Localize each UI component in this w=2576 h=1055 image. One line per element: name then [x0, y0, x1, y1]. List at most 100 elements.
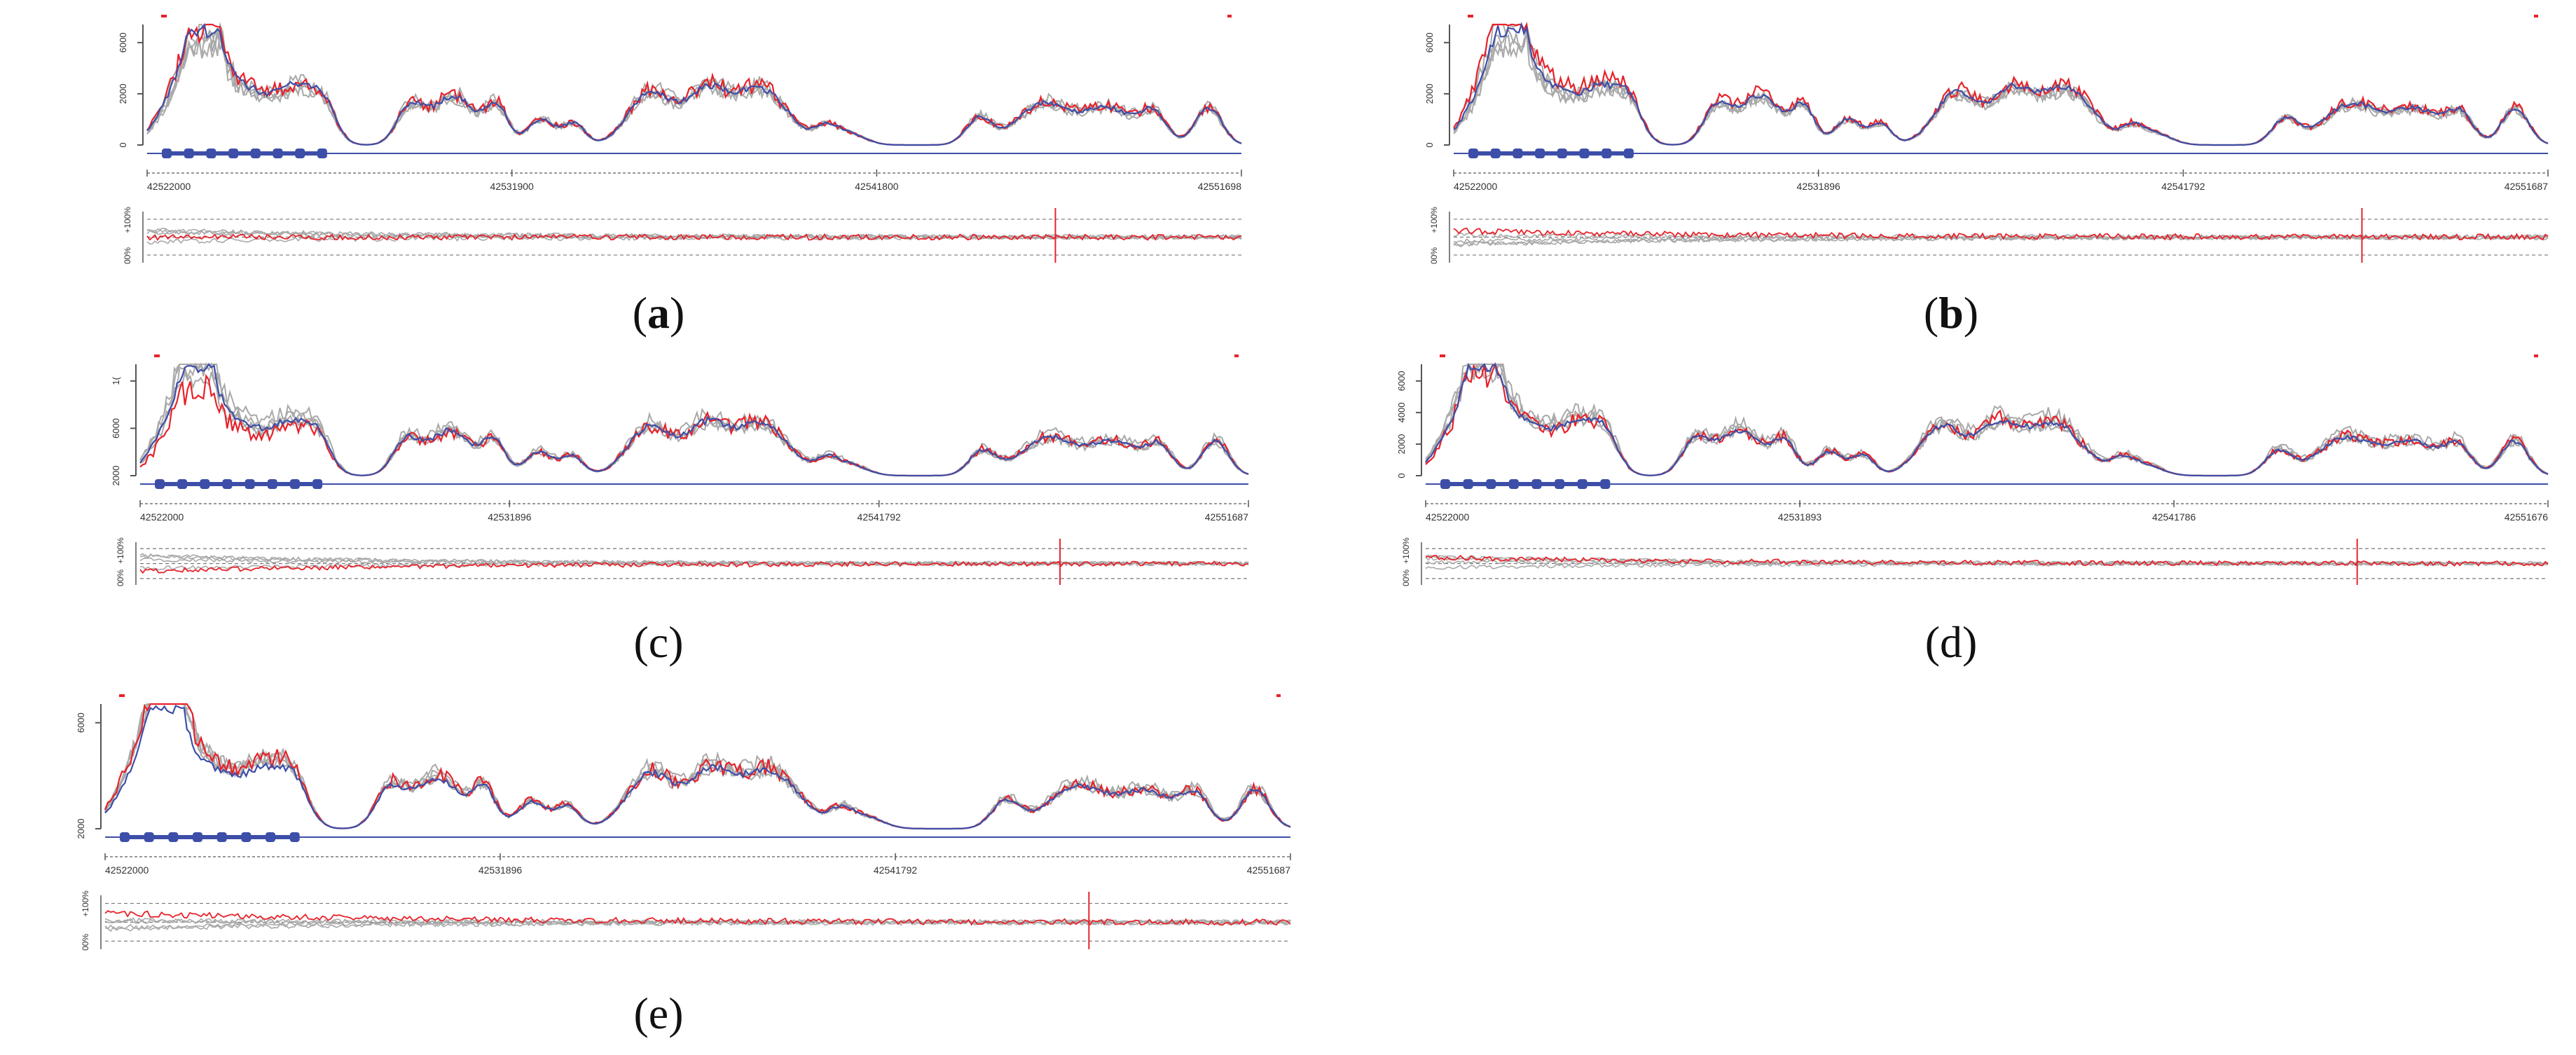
end-marker	[1234, 354, 1239, 357]
caption-d: (d)	[1924, 617, 1978, 667]
start-marker	[119, 694, 125, 697]
x-tick-label: 42522000	[105, 864, 149, 876]
reference-ratio-line	[104, 917, 1291, 926]
reference-ratio-line	[139, 554, 1249, 566]
exon-block	[317, 149, 327, 158]
y-tick-label: 2000	[111, 466, 121, 486]
exon-block	[1535, 149, 1545, 158]
y-tick-label: 2000	[1424, 83, 1435, 104]
sample-coverage-line	[146, 23, 1242, 146]
reference-coverage-line	[139, 364, 1249, 476]
exon-block	[1513, 149, 1523, 158]
sample-ratio-line	[104, 910, 1291, 926]
y-tick-label: 6000	[76, 712, 86, 733]
reference-ratio-line	[146, 233, 1242, 245]
reference-coverage-line	[104, 703, 1291, 829]
exon-block	[1468, 149, 1478, 158]
chart-svg: 0 2000 6000 42522000 42531896 42541792 4255168…	[1424, 15, 2549, 264]
exon-block	[162, 149, 172, 158]
y-tick-label: 0	[1424, 142, 1435, 147]
exon-block	[155, 479, 165, 489]
y-tick-label: 2000	[118, 83, 128, 104]
mean-coverage-line	[104, 705, 1291, 830]
exon-block	[193, 832, 203, 842]
sample-ratio-line	[1425, 554, 2549, 567]
start-marker	[161, 15, 167, 18]
y-tick-label: 6000	[1396, 371, 1407, 391]
mean-coverage-line	[146, 22, 1242, 146]
exon-block	[289, 479, 300, 489]
y-tick-label: 6000	[118, 32, 128, 53]
x-tick-label: 42541792	[2161, 181, 2205, 192]
ratio-tick-label: 00%	[81, 934, 90, 951]
chart-svg: 0 2000 4000 6000 42522000 42531893 42541786 425…	[1396, 354, 2549, 586]
exon-block	[1555, 479, 1565, 489]
exon-block	[241, 832, 252, 842]
exon-block	[273, 149, 283, 158]
ratio-tick-label: +100%	[81, 890, 90, 917]
start-marker	[1440, 354, 1445, 357]
x-tick-label: 42531896	[488, 511, 532, 523]
caption-a: (a)	[632, 288, 685, 338]
exon-block	[295, 149, 305, 158]
y-tick-label: 0	[1396, 473, 1407, 478]
panel-d: 0 2000 4000 6000 42522000 42531893 42541786 425…	[1396, 350, 2554, 592]
ratio-tick-label: 00%	[123, 247, 132, 264]
x-tick-label: 42551687	[1205, 511, 1249, 523]
end-marker	[1276, 694, 1281, 697]
chart-svg: 0 2000 6000 42522000 42531900 42541800 4255169…	[118, 15, 1242, 264]
y-tick-label: 6000	[1424, 32, 1435, 53]
y-tick-label: 6000	[111, 418, 121, 439]
x-tick-label: 42551687	[1247, 864, 1291, 876]
caption-b: (b)	[1923, 288, 1979, 338]
y-tick-label: 2000	[76, 819, 86, 839]
exon-block	[266, 832, 276, 842]
exon-block	[1508, 479, 1519, 489]
exon-block	[200, 479, 210, 489]
reference-coverage-line	[146, 29, 1242, 146]
x-tick-label: 42522000	[140, 511, 184, 523]
sample-coverage-line	[1425, 361, 2549, 477]
panel-c: 2000 6000 1(42522000 42531896 42541792 425516…	[111, 350, 1254, 592]
exon-block	[1579, 149, 1590, 158]
end-marker	[2534, 354, 2538, 357]
panel-e: 2000 6000 42522000 42531896 42541792 42551687…	[76, 690, 1296, 956]
y-tick-label: 2000	[1396, 434, 1407, 454]
ratio-tick-label: +100%	[116, 537, 125, 564]
exon-block	[168, 832, 179, 842]
x-tick-label: 42541792	[857, 511, 902, 523]
mean-coverage-line	[1425, 363, 2549, 477]
exon-block	[244, 479, 255, 489]
x-tick-label: 42522000	[1454, 181, 1498, 192]
exon-block	[216, 832, 227, 842]
mean-coverage-line	[1453, 22, 2549, 146]
reference-coverage-line	[1425, 362, 2549, 476]
ratio-tick-label: +100%	[1401, 537, 1411, 564]
reference-ratio-line	[1425, 560, 2549, 570]
exon-block	[1531, 479, 1542, 489]
exon-block	[1623, 149, 1634, 158]
x-tick-label: 42531900	[490, 181, 535, 192]
panel-b: 0 2000 6000 42522000 42531896 42541792 4255168…	[1424, 11, 2554, 270]
x-tick-label: 42551698	[1198, 181, 1242, 192]
x-tick-label: 42531896	[478, 864, 523, 876]
end-marker	[1227, 15, 1232, 18]
ratio-tick-label: +100%	[123, 207, 132, 233]
exon-block	[267, 479, 277, 489]
x-tick-label: 42541800	[855, 181, 899, 192]
chart-svg: 2000 6000 42522000 42531896 42541792 42551687…	[76, 694, 1291, 951]
x-tick-label: 42522000	[147, 181, 191, 192]
exon-block	[1486, 479, 1496, 489]
x-tick-label: 42541786	[2152, 511, 2196, 523]
reference-coverage-line	[146, 22, 1242, 146]
y-tick-label: 0	[118, 142, 128, 147]
exon-block	[222, 479, 233, 489]
panel-a: 0 2000 6000 42522000 42531900 42541800 4255169…	[118, 11, 1247, 270]
caption-e: (e)	[633, 988, 684, 1038]
ratio-tick-label: +100%	[1429, 207, 1439, 233]
exon-block	[312, 479, 323, 489]
exon-block	[184, 149, 194, 158]
exon-block	[1463, 479, 1473, 489]
ratio-tick-label: 00%	[1429, 247, 1439, 264]
exon-block	[177, 479, 188, 489]
